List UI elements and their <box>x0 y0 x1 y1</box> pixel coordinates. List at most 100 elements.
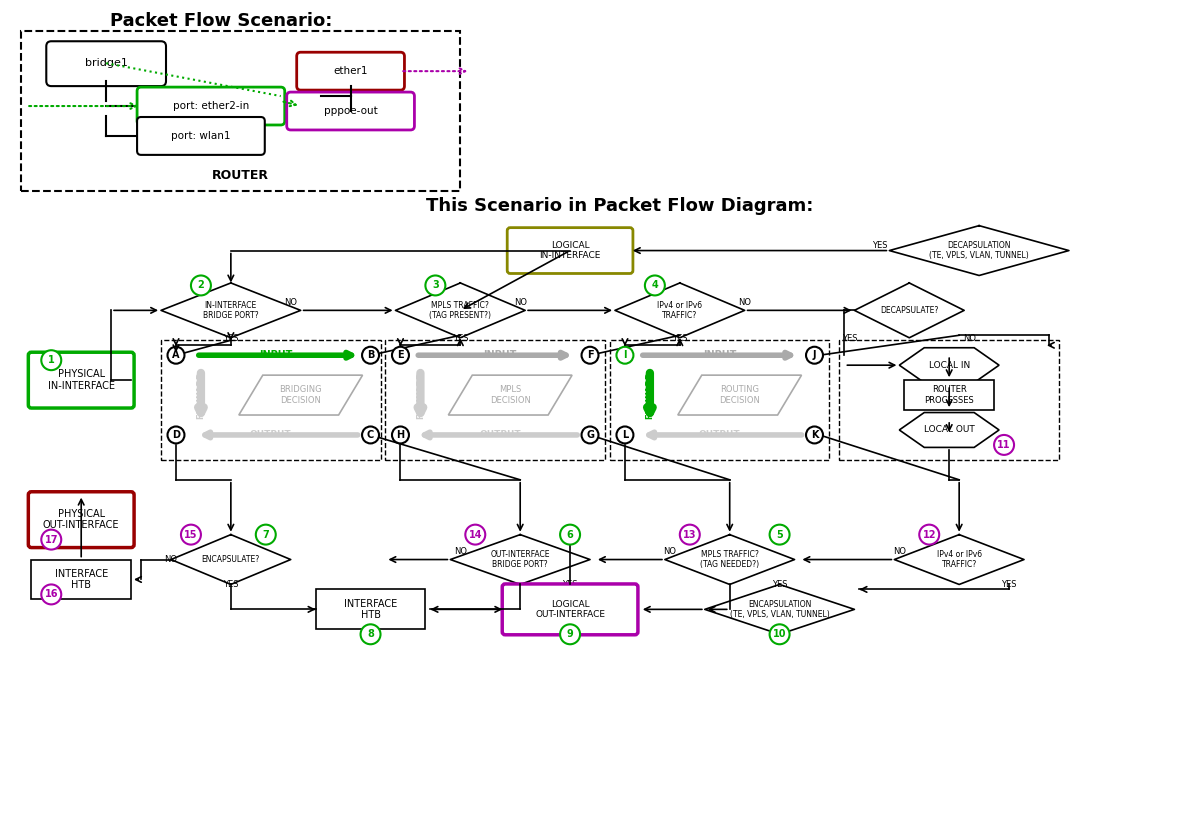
Text: G: G <box>586 430 594 440</box>
Text: NO: NO <box>962 333 976 343</box>
Text: ROUTING
DECISION: ROUTING DECISION <box>719 386 760 405</box>
Text: INTERFACE
HTB: INTERFACE HTB <box>344 599 397 620</box>
FancyBboxPatch shape <box>31 559 131 600</box>
Text: NO: NO <box>738 298 751 307</box>
Text: J: J <box>812 350 816 360</box>
Text: 10: 10 <box>773 629 786 639</box>
Text: YES: YES <box>841 333 857 343</box>
Circle shape <box>41 585 61 605</box>
Text: INPUT: INPUT <box>703 350 737 360</box>
FancyBboxPatch shape <box>22 31 461 191</box>
Circle shape <box>680 525 700 544</box>
Text: OUTPUT: OUTPUT <box>480 430 521 439</box>
Text: OUT-INTERFACE
BRIDGE PORT?: OUT-INTERFACE BRIDGE PORT? <box>491 550 550 570</box>
Text: Packet Flow Scenario:: Packet Flow Scenario: <box>109 13 332 30</box>
Text: 9: 9 <box>566 629 574 639</box>
FancyBboxPatch shape <box>508 228 632 274</box>
Text: ENCAPSULATION
(TE, VPLS, VLAN, TUNNEL): ENCAPSULATION (TE, VPLS, VLAN, TUNNEL) <box>730 600 829 619</box>
Circle shape <box>919 525 940 544</box>
Polygon shape <box>899 412 1000 448</box>
Circle shape <box>181 525 200 544</box>
Text: LOGICAL
IN-INTERFACE: LOGICAL IN-INTERFACE <box>539 241 601 260</box>
FancyBboxPatch shape <box>385 340 605 459</box>
Circle shape <box>560 624 580 644</box>
Text: YES: YES <box>871 241 887 250</box>
FancyBboxPatch shape <box>503 584 638 635</box>
Circle shape <box>806 347 823 364</box>
Text: LOCAL IN: LOCAL IN <box>929 360 970 370</box>
Circle shape <box>582 427 599 444</box>
FancyBboxPatch shape <box>47 41 166 87</box>
Text: YES: YES <box>563 580 578 589</box>
Text: LOGICAL
OUT-INTERFACE: LOGICAL OUT-INTERFACE <box>535 600 605 619</box>
FancyBboxPatch shape <box>316 590 426 629</box>
Text: INPUT: INPUT <box>484 350 517 360</box>
Text: 6: 6 <box>566 529 574 539</box>
Circle shape <box>617 427 634 444</box>
Text: 12: 12 <box>923 529 936 539</box>
Circle shape <box>769 624 790 644</box>
FancyBboxPatch shape <box>29 491 134 548</box>
Circle shape <box>806 427 823 444</box>
Text: MPLS TRAFFIC?
(TAG NEEDED?): MPLS TRAFFIC? (TAG NEEDED?) <box>700 550 760 570</box>
Text: YES: YES <box>452 333 468 343</box>
Text: INTERFACE
HTB: INTERFACE HTB <box>54 569 108 591</box>
Text: K: K <box>811 430 818 440</box>
Text: F: F <box>587 350 593 360</box>
Text: IPv4 or IPv6
TRAFFIC?: IPv4 or IPv6 TRAFFIC? <box>937 550 982 570</box>
Text: port: ether2-in: port: ether2-in <box>173 101 250 111</box>
Circle shape <box>582 347 599 364</box>
Text: FORWARD: FORWARD <box>416 371 425 419</box>
FancyBboxPatch shape <box>137 87 284 125</box>
Text: YES: YES <box>672 333 688 343</box>
Text: ENCAPSULATE?: ENCAPSULATE? <box>202 555 260 564</box>
Text: A: A <box>173 350 180 360</box>
Text: PHYSICAL
IN-INTERFACE: PHYSICAL IN-INTERFACE <box>48 370 115 391</box>
Text: This Scenario in Packet Flow Diagram:: This Scenario in Packet Flow Diagram: <box>426 197 814 215</box>
Circle shape <box>256 525 276 544</box>
Text: NO: NO <box>514 298 527 307</box>
FancyBboxPatch shape <box>905 381 994 410</box>
Circle shape <box>769 525 790 544</box>
FancyBboxPatch shape <box>840 340 1058 459</box>
Text: 7: 7 <box>263 529 269 539</box>
Polygon shape <box>449 375 572 415</box>
Text: FORWARD: FORWARD <box>197 371 205 419</box>
Text: 11: 11 <box>997 440 1010 450</box>
FancyBboxPatch shape <box>161 340 380 459</box>
Text: YES: YES <box>223 333 239 343</box>
Circle shape <box>560 525 580 544</box>
Polygon shape <box>239 375 362 415</box>
Text: 16: 16 <box>44 590 58 600</box>
Polygon shape <box>678 375 802 415</box>
Polygon shape <box>899 348 1000 383</box>
Text: C: C <box>367 430 374 440</box>
Text: OUTPUT: OUTPUT <box>250 430 292 439</box>
Text: ether1: ether1 <box>334 66 368 76</box>
Text: INPUT: INPUT <box>259 350 293 360</box>
Text: YES: YES <box>772 580 787 589</box>
Text: 2: 2 <box>198 281 204 291</box>
Circle shape <box>466 525 485 544</box>
Text: NO: NO <box>164 555 178 564</box>
Circle shape <box>168 347 185 364</box>
Text: DECAPSULATE?: DECAPSULATE? <box>880 306 938 315</box>
Text: L: L <box>622 430 628 440</box>
Circle shape <box>191 276 211 296</box>
Text: E: E <box>397 350 403 360</box>
Text: LOCAL OUT: LOCAL OUT <box>924 426 974 434</box>
Text: 13: 13 <box>683 529 696 539</box>
Circle shape <box>41 350 61 370</box>
Text: 15: 15 <box>184 529 198 539</box>
Text: 14: 14 <box>468 529 482 539</box>
Text: NO: NO <box>893 547 906 556</box>
Circle shape <box>362 427 379 444</box>
FancyBboxPatch shape <box>287 92 414 130</box>
Text: NO: NO <box>284 298 298 307</box>
Text: ROUTER
PROCESSES: ROUTER PROCESSES <box>924 386 974 405</box>
FancyBboxPatch shape <box>296 52 404 90</box>
FancyBboxPatch shape <box>137 117 265 155</box>
Text: OUTPUT: OUTPUT <box>698 430 740 439</box>
Text: port: wlan1: port: wlan1 <box>172 131 230 141</box>
Text: MPLS
DECISION: MPLS DECISION <box>490 386 530 405</box>
